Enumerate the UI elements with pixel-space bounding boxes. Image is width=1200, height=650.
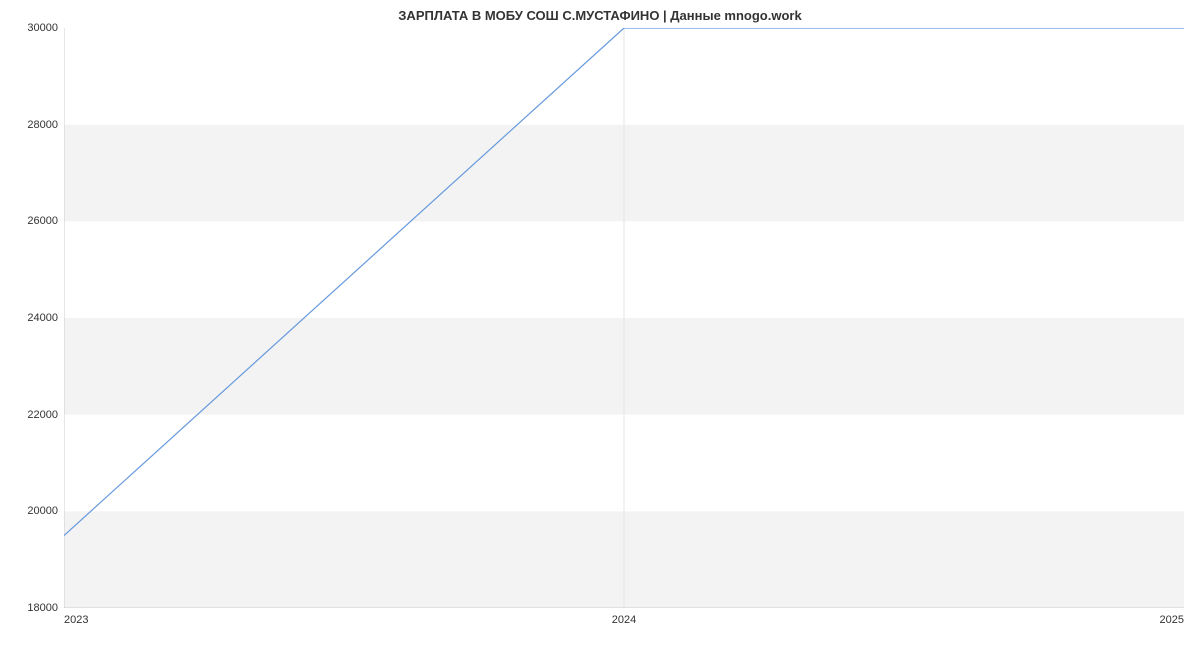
- x-tick-label: 2024: [612, 614, 636, 626]
- y-tick-label: 24000: [4, 312, 58, 324]
- x-tick-label: 2023: [64, 614, 88, 626]
- y-tick-label: 22000: [4, 409, 58, 421]
- chart-title: ЗАРПЛАТА В МОБУ СОШ С.МУСТАФИНО | Данные…: [0, 8, 1200, 23]
- y-tick-label: 18000: [4, 602, 58, 614]
- y-tick-label: 30000: [4, 22, 58, 34]
- chart-svg: [64, 28, 1184, 608]
- y-tick-label: 26000: [4, 215, 58, 227]
- y-tick-label: 28000: [4, 119, 58, 131]
- x-tick-label: 2025: [1160, 614, 1184, 626]
- y-tick-label: 20000: [4, 505, 58, 517]
- chart-plot-area: [64, 28, 1184, 608]
